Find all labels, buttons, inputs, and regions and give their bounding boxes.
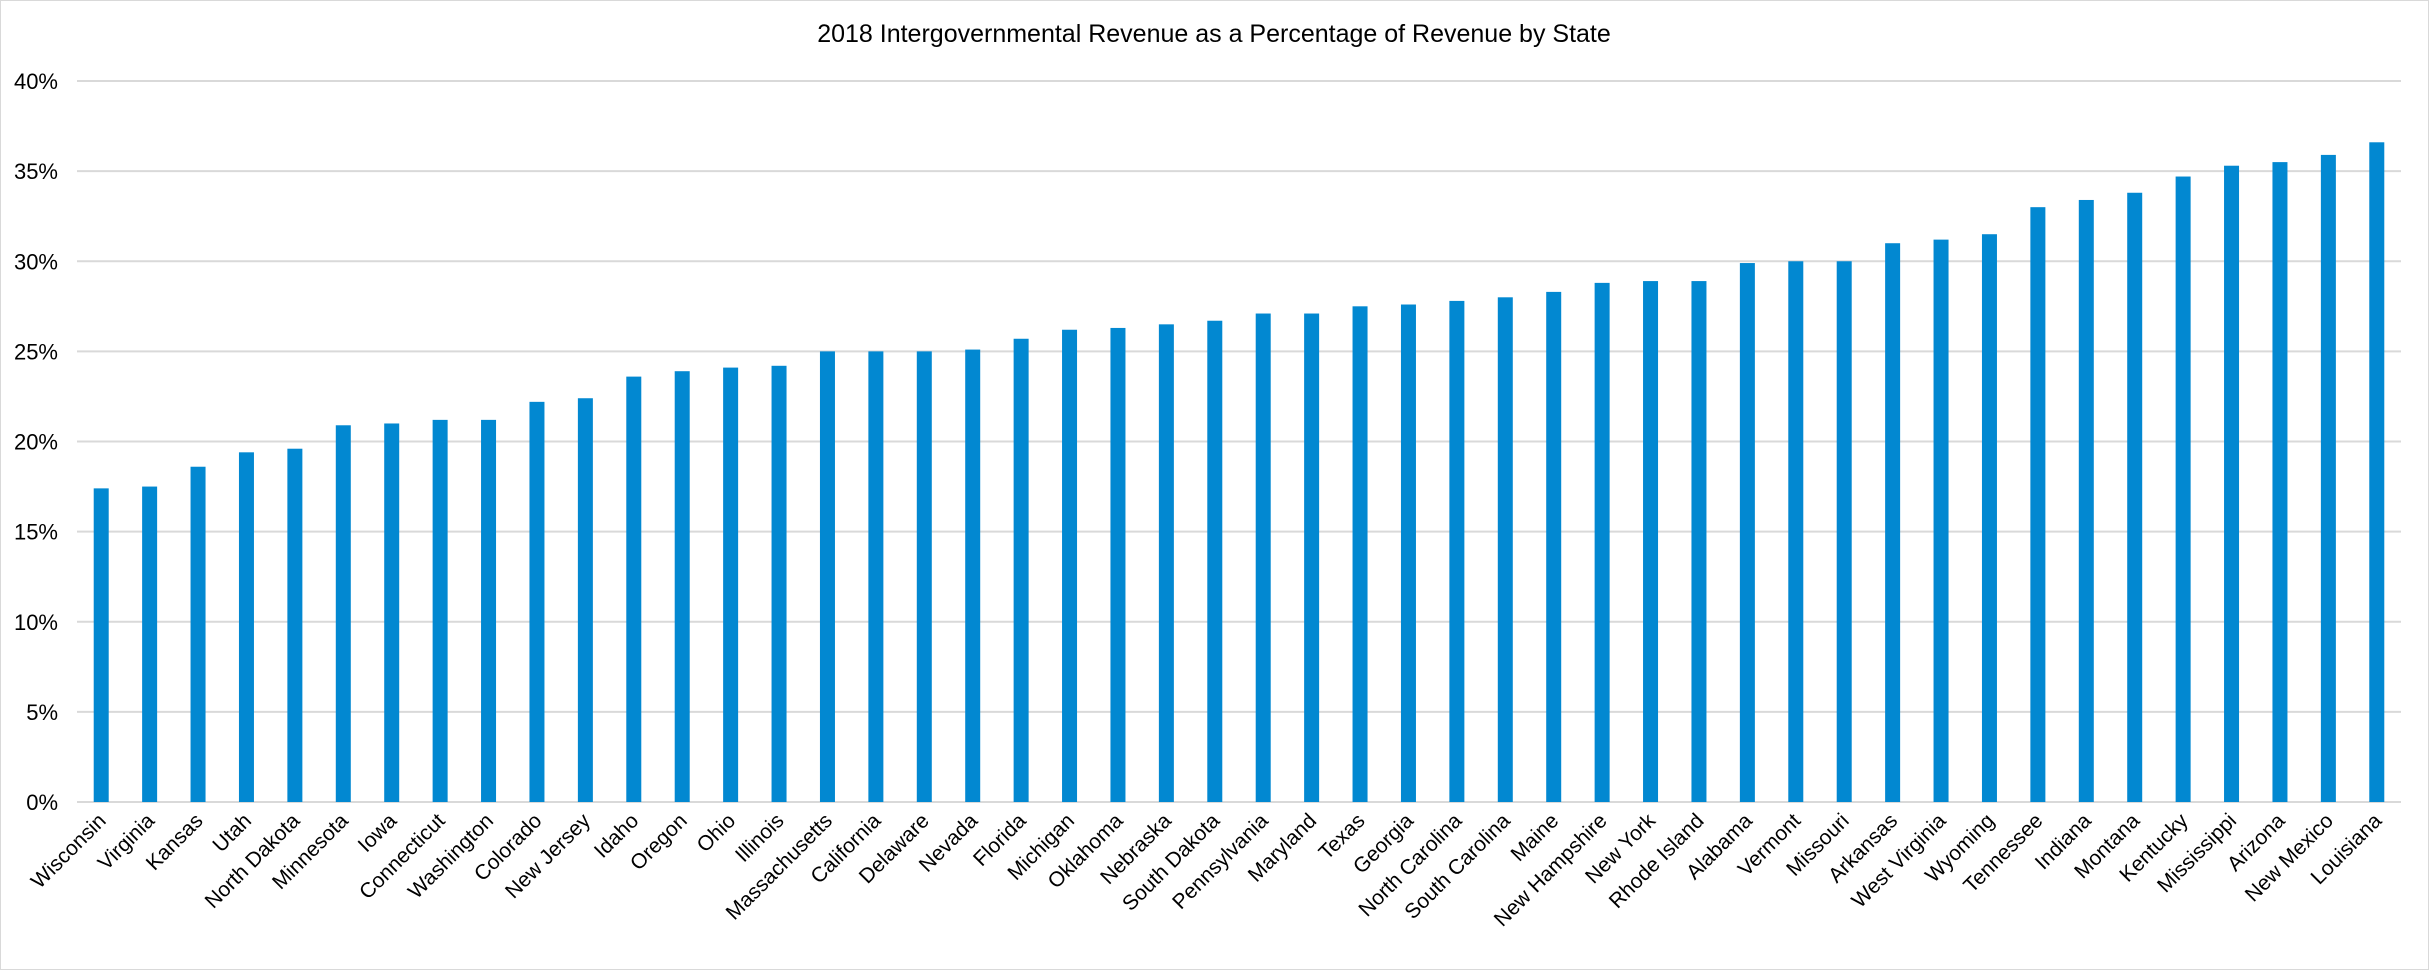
bar-utah — [238, 452, 254, 802]
bar-arkansas — [1885, 243, 1901, 803]
bar-colorado — [529, 401, 545, 802]
bar-nebraska — [1158, 324, 1174, 802]
chart-title: 2018 Intergovernmental Revenue as a Perc… — [817, 20, 1611, 48]
bar-maine — [1546, 291, 1562, 802]
bar-delaware — [916, 351, 932, 802]
bar-new-jersey — [577, 398, 593, 802]
bar-idaho — [626, 376, 642, 802]
bar-south-dakota — [1207, 320, 1223, 802]
bar-alabama — [1739, 263, 1755, 802]
y-tick-label: 20% — [14, 430, 58, 455]
bar-michigan — [1062, 329, 1078, 802]
bar-california — [868, 351, 884, 802]
y-tick-label: 15% — [14, 520, 58, 545]
y-axis: 0% 5% 10% 15% 20% 25% 30% 35% 40% — [14, 69, 58, 815]
bar-montana — [2127, 192, 2143, 802]
y-tick-label: 10% — [14, 610, 58, 635]
bar-maryland — [1304, 313, 1320, 802]
bar-north-dakota — [287, 448, 303, 802]
bar-wyoming — [1981, 234, 1997, 802]
bar-new-hampshire — [1594, 282, 1610, 802]
bar-mississippi — [2224, 165, 2240, 802]
bar-ohio — [723, 367, 739, 802]
bar-missouri — [1836, 261, 1852, 802]
bar-oregon — [674, 371, 690, 802]
y-tick-label: 35% — [14, 159, 58, 184]
y-tick-label: 0% — [26, 790, 58, 815]
bar-illinois — [771, 365, 787, 802]
bar-indiana — [2078, 199, 2094, 803]
bar-north-carolina — [1449, 300, 1465, 802]
bar-new-mexico — [2320, 154, 2336, 803]
bar-louisiana — [2369, 142, 2385, 802]
bar-oklahoma — [1110, 327, 1126, 802]
bar-wisconsin — [93, 488, 109, 802]
bar-massachusetts — [819, 351, 835, 802]
bar-washington — [481, 419, 497, 802]
bar-iowa — [384, 423, 400, 802]
bar-georgia — [1400, 304, 1416, 802]
bar-arizona — [2272, 162, 2288, 803]
gridlines — [77, 80, 2401, 803]
y-tick-label: 30% — [14, 249, 58, 274]
bar-minnesota — [335, 425, 351, 802]
bar-connecticut — [432, 419, 448, 802]
bar-kentucky — [2175, 176, 2191, 803]
bar-nevada — [965, 349, 981, 802]
bar-rhode-island — [1691, 281, 1707, 802]
y-tick-label: 40% — [14, 69, 58, 94]
y-tick-label: 25% — [14, 339, 58, 364]
bar-florida — [1013, 338, 1029, 802]
bar-vermont — [1788, 261, 1804, 802]
bar-tennessee — [2030, 207, 2046, 803]
bar-new-york — [1643, 281, 1659, 802]
bar-texas — [1352, 306, 1368, 802]
bar-virginia — [142, 486, 158, 802]
bar-west-virginia — [1933, 239, 1949, 802]
bar-kansas — [190, 466, 206, 802]
bar-south-carolina — [1497, 297, 1513, 802]
bar-pennsylvania — [1255, 313, 1271, 802]
y-tick-label: 5% — [26, 700, 58, 725]
bars — [93, 142, 2385, 803]
